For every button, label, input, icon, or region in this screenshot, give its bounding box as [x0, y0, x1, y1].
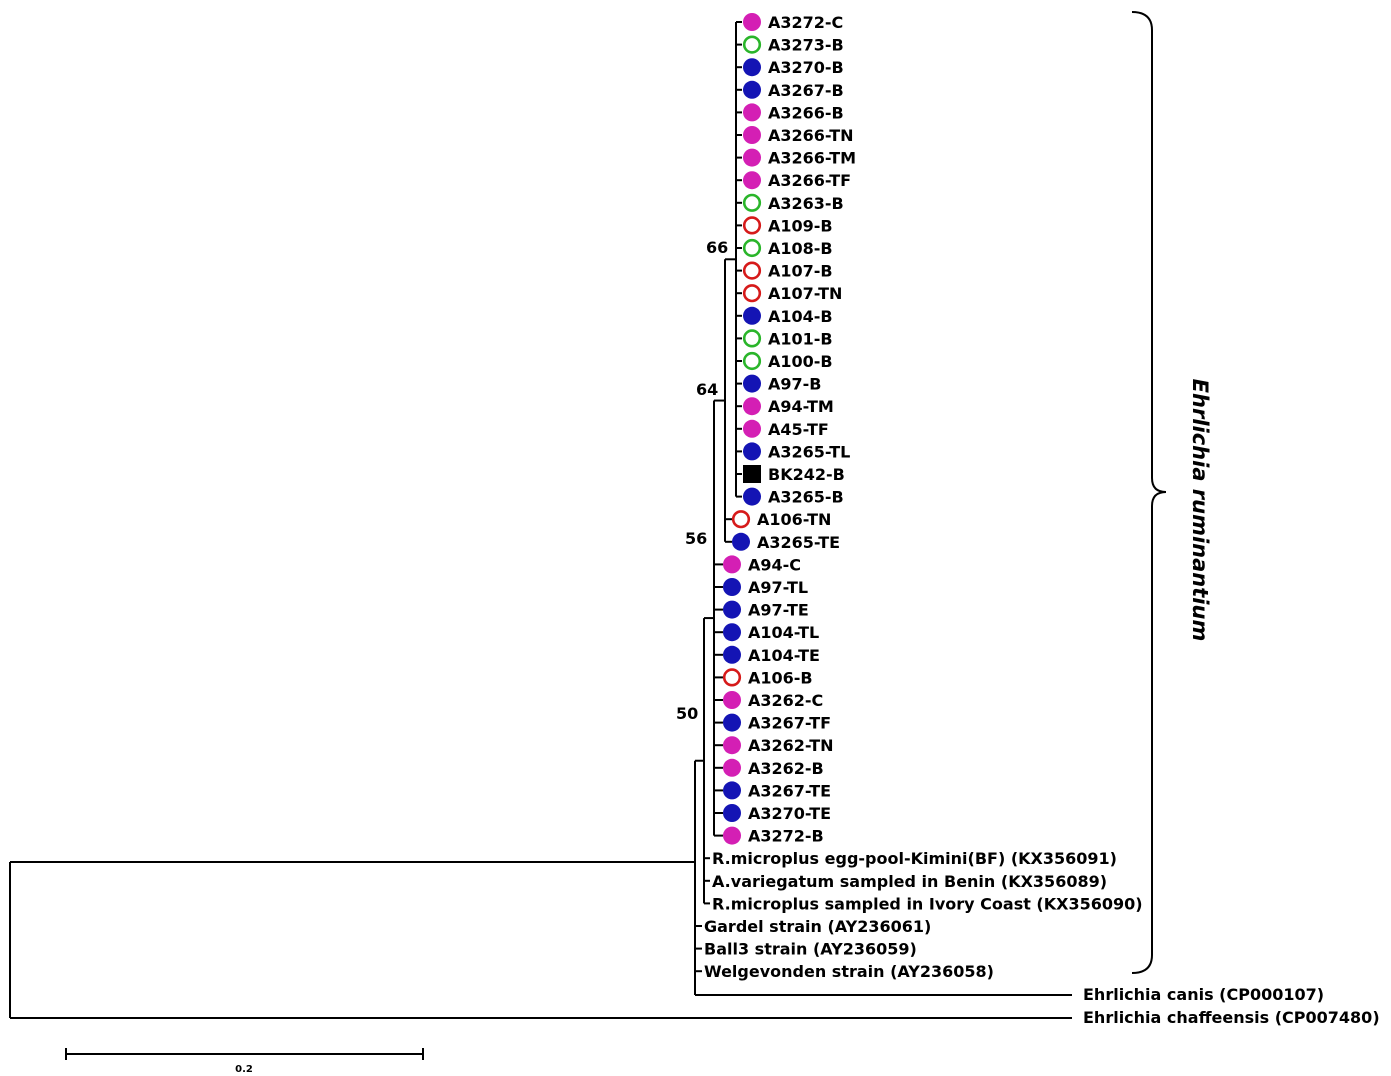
marker-a101-b — [742, 329, 762, 348]
marker-bk242-b — [743, 465, 761, 483]
leaf-label-a3270-b: A3270-B — [768, 58, 844, 77]
leaf-label-a94-c: A94-C — [748, 555, 801, 574]
marker-a3262-c — [723, 691, 741, 709]
marker-a106-tn — [731, 510, 751, 529]
marker-a94-c — [723, 555, 741, 574]
leaf-label-a3262-tn: A3262-TN — [748, 736, 834, 755]
outgroup-label-ehrlichia-chaffeensis: Ehrlichia chaffeensis (CP007480) — [1083, 1008, 1380, 1027]
outgroup-label-ehrlichia-canis: Ehrlichia canis (CP000107) — [1083, 985, 1324, 1004]
leaf-label-a3272-c: A3272-C — [768, 13, 843, 32]
marker-a3273-b — [742, 35, 762, 54]
marker-a97-tl — [723, 578, 741, 596]
reference-label-welgevonden-strain-ay236058: Welgevonden strain (AY236058) — [704, 962, 994, 981]
marker-a3266-tf — [743, 171, 761, 190]
leaf-label-a3266-tf: A3266-TF — [768, 171, 851, 190]
leaf-label-a3267-tf: A3267-TF — [748, 714, 831, 733]
clade-name-ehrlichia-ruminantium: Ehrlichia ruminantium — [1188, 379, 1212, 642]
leaf-label-a107-b: A107-B — [768, 262, 833, 281]
reference-label-gardel-strain-ay236061: Gardel strain (AY236061) — [704, 917, 931, 936]
marker-a97-b — [743, 374, 761, 393]
marker-a106-b — [722, 668, 742, 687]
reference-label-r-microplus-egg-pool-kimini-bf-kx356091: R.microplus egg-pool-Kimini(BF) (KX35609… — [712, 849, 1117, 868]
leaf-label-a106-tn: A106-TN — [757, 510, 831, 529]
marker-a104-tl — [723, 623, 741, 642]
leaf-label-a104-tl: A104-TL — [748, 623, 819, 642]
marker-a3266-b — [743, 103, 761, 122]
marker-a3267-te — [723, 781, 741, 800]
marker-a107-tn — [742, 284, 762, 303]
marker-a3267-b — [743, 80, 761, 99]
leaf-label-a45-tf: A45-TF — [768, 420, 829, 439]
leaf-labels: A3272-C A3273-B A3270-B A3267-B A3266-B A3266… — [704, 13, 1143, 981]
marker-a3270-te — [723, 804, 741, 822]
leaf-label-a3267-b: A3267-B — [768, 81, 844, 100]
marker-a104-b — [743, 306, 761, 325]
leaf-label-a94-tm: A94-TM — [768, 397, 834, 416]
marker-a3265-tl — [743, 442, 761, 461]
marker-a3270-b — [743, 58, 761, 77]
marker-a3272-c — [743, 13, 761, 31]
reference-label-a-variegatum-sampled-in-benin-kx356089: A.variegatum sampled in Benin (KX356089) — [712, 872, 1107, 891]
reference-label-r-microplus-sampled-in-ivory-coast-kx356090: R.microplus sampled in Ivory Coast (KX35… — [712, 894, 1143, 913]
scale-bar-label: 0.2 — [235, 1064, 253, 1075]
marker-a45-tf — [743, 419, 761, 438]
leaf-label-a106-b: A106-B — [748, 668, 813, 687]
leaf-label-a97-tl: A97-TL — [748, 578, 808, 597]
leaf-label-a100-b: A100-B — [768, 352, 833, 371]
leaf-label-a3266-b: A3266-B — [768, 103, 844, 122]
reference-label-ball3-strain-ay236059: Ball3 strain (AY236059) — [704, 940, 917, 959]
marker-a3266-tm — [743, 148, 761, 167]
marker-a3262-tn — [723, 736, 741, 755]
leaf-label-bk242-b: BK242-B — [768, 465, 845, 484]
bootstrap-value-50: 50 — [676, 704, 698, 723]
leaf-label-a3263-b: A3263-B — [768, 194, 844, 213]
leaf-label-a97-te: A97-TE — [748, 601, 809, 620]
marker-a3266-tn — [743, 126, 761, 144]
tree-branches — [9, 21, 1072, 1019]
leaf-label-a107-tn: A107-TN — [768, 284, 842, 303]
marker-a108-b — [742, 238, 762, 258]
leaf-label-a109-b: A109-B — [768, 216, 833, 235]
leaf-label-a104-te: A104-TE — [748, 646, 820, 665]
leaf-label-a3273-b: A3273-B — [768, 36, 844, 55]
leaf-label-a3267-te: A3267-TE — [748, 781, 831, 800]
bootstrap-value-56: 56 — [685, 529, 707, 548]
leaf-label-a3265-tl: A3265-TL — [768, 442, 850, 461]
leaf-label-a3262-b: A3262-B — [748, 759, 824, 778]
marker-a94-tm — [743, 397, 761, 416]
bootstrap-value-66: 66 — [706, 238, 728, 257]
leaf-label-a3265-b: A3265-B — [768, 488, 844, 507]
marker-a97-te — [723, 600, 741, 619]
marker-a3265-te — [732, 532, 750, 551]
marker-a3265-b — [743, 487, 761, 506]
leaf-label-a3262-c: A3262-C — [748, 691, 823, 710]
scale-bar — [65, 1048, 424, 1060]
leaf-label-a3265-te: A3265-TE — [757, 533, 840, 552]
marker-a104-te — [723, 645, 741, 664]
marker-a3267-tf — [723, 713, 741, 732]
leaf-markers — [722, 13, 762, 845]
leaf-label-a3266-tn: A3266-TN — [768, 126, 854, 145]
marker-a3262-b — [723, 758, 741, 777]
bootstrap-value-64: 64 — [696, 380, 718, 399]
leaf-label-a101-b: A101-B — [768, 329, 833, 348]
leaf-label-a3272-b: A3272-B — [748, 827, 824, 846]
leaf-label-a3266-tm: A3266-TM — [768, 149, 856, 168]
clade-bracket — [1131, 11, 1167, 974]
leaf-label-a108-b: A108-B — [768, 239, 833, 258]
marker-a109-b — [742, 216, 762, 235]
marker-a3263-b — [742, 193, 762, 212]
marker-a3272-b — [723, 826, 741, 845]
marker-a100-b — [742, 351, 762, 371]
marker-a107-b — [742, 261, 762, 280]
leaf-label-a97-b: A97-B — [768, 375, 821, 394]
leaf-label-a104-b: A104-B — [768, 307, 833, 326]
leaf-label-a3270-te: A3270-TE — [748, 804, 831, 823]
